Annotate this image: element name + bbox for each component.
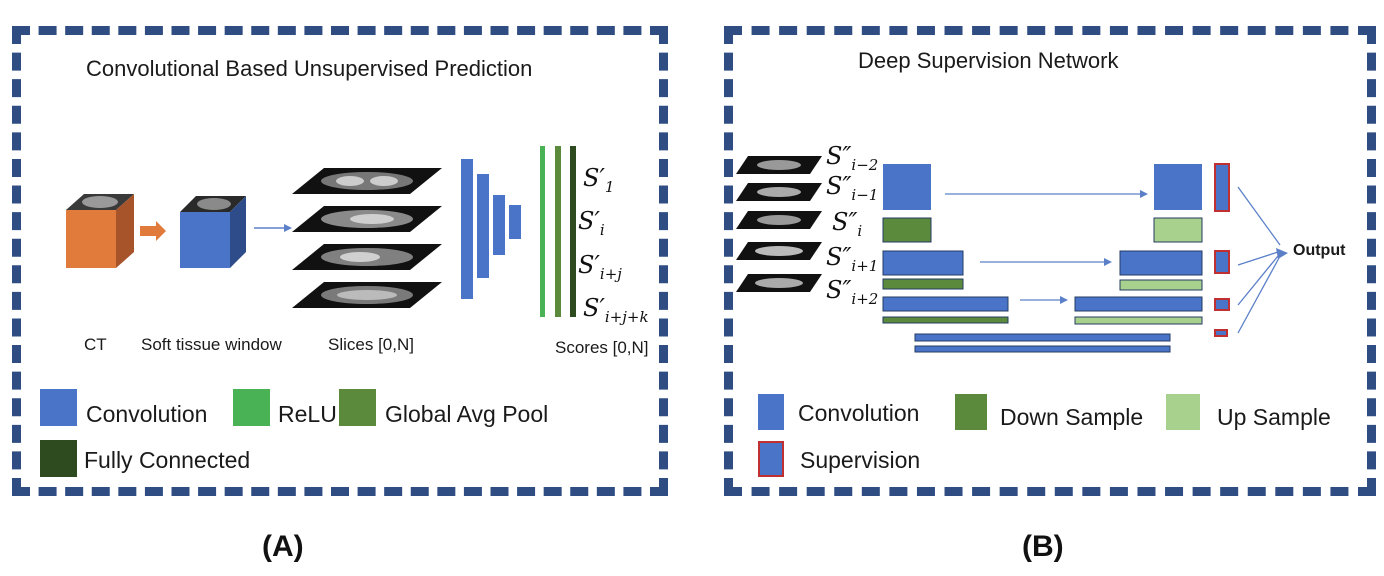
legend-b-convolution-label: Convolution bbox=[798, 400, 920, 426]
legend-convolution-label: Convolution bbox=[86, 401, 208, 427]
dec-up-2 bbox=[1119, 279, 1203, 291]
output-arrows bbox=[1237, 186, 1288, 334]
legend-b-downsample-label: Down Sample bbox=[1000, 404, 1144, 430]
bottleneck-2 bbox=[914, 345, 1171, 353]
soft-tissue-cube bbox=[180, 196, 246, 268]
score-bars bbox=[540, 146, 576, 317]
dec-conv-3 bbox=[1074, 296, 1203, 312]
dec-conv-1 bbox=[1154, 164, 1202, 210]
slice-label-i+2: S″i+2 bbox=[826, 276, 879, 308]
slice-label-i-1: S″i−1 bbox=[826, 172, 879, 204]
legend-fc-swatch bbox=[40, 440, 77, 477]
legend-gap-label: Global Avg Pool bbox=[385, 401, 549, 427]
panel-b-title: Deep Supervision Network bbox=[858, 48, 1119, 73]
enc-down-2 bbox=[882, 278, 964, 290]
label-scores: Scores [0,N] bbox=[555, 338, 649, 357]
dec-up-3 bbox=[1074, 316, 1203, 325]
caption-a: (A) bbox=[262, 530, 304, 563]
dec-conv-2 bbox=[1119, 250, 1203, 276]
enc-conv-3 bbox=[882, 296, 1009, 312]
ct-cube bbox=[66, 194, 134, 268]
slice-label-i-2: S″i−2 bbox=[826, 142, 879, 174]
panel-a-frame bbox=[12, 26, 668, 496]
input-slices bbox=[736, 156, 822, 292]
legend-b-upsample-label: Up Sample bbox=[1217, 404, 1331, 430]
legend-b-convolution-swatch bbox=[758, 394, 784, 430]
conv-bars bbox=[461, 159, 521, 299]
arrow-to-slices-icon bbox=[254, 224, 292, 232]
supervision-3 bbox=[1214, 298, 1230, 311]
supervision-2 bbox=[1214, 250, 1230, 274]
legend-relu-swatch bbox=[233, 389, 270, 426]
legend-b-supervision-label: Supervision bbox=[800, 447, 921, 473]
enc-down-1 bbox=[882, 217, 932, 243]
panel-b-frame bbox=[724, 26, 1376, 496]
caption-b: (B) bbox=[1022, 530, 1064, 563]
bottleneck-1 bbox=[914, 333, 1171, 342]
legend-convolution-swatch bbox=[40, 389, 77, 426]
output-label: Output bbox=[1293, 242, 1346, 259]
label-slices: Slices [0,N] bbox=[328, 335, 414, 354]
label-ct: CT bbox=[84, 335, 107, 354]
score-label-i: S′i bbox=[578, 207, 605, 239]
legend-b-supervision-swatch bbox=[758, 441, 784, 477]
enc-conv-2 bbox=[882, 250, 964, 276]
legend-relu-label: ReLU bbox=[278, 401, 337, 427]
skip-arrows bbox=[945, 190, 1148, 304]
legend-b-downsample-swatch bbox=[955, 394, 987, 430]
legend-b-upsample-swatch bbox=[1166, 394, 1200, 430]
enc-conv-1 bbox=[883, 164, 931, 210]
slice-label-i+1: S″i+1 bbox=[826, 243, 879, 275]
supervision-4 bbox=[1214, 329, 1228, 337]
orange-arrow-icon bbox=[140, 221, 166, 241]
slices-stack bbox=[292, 168, 442, 308]
score-label-i-j: S′i+j bbox=[578, 251, 622, 283]
enc-down-3 bbox=[882, 316, 1009, 324]
panel-a-title: Convolutional Based Unsupervised Predict… bbox=[86, 56, 533, 81]
supervision-1 bbox=[1214, 163, 1230, 212]
label-soft-tissue: Soft tissue window bbox=[141, 335, 282, 354]
legend-fc-label: Fully Connected bbox=[84, 447, 251, 473]
score-label-i-j-k: S′i+j+k bbox=[583, 294, 649, 326]
score-label-1: S′1 bbox=[583, 164, 615, 196]
dec-up-1 bbox=[1153, 217, 1203, 243]
legend-gap-swatch bbox=[339, 389, 376, 426]
slice-label-i: S″i bbox=[832, 208, 863, 240]
